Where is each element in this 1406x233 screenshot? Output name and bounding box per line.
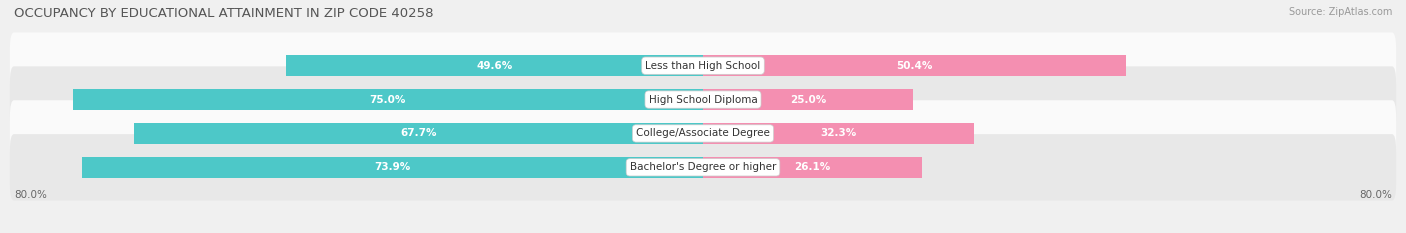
Bar — [703, 89, 912, 110]
Text: High School Diploma: High School Diploma — [648, 95, 758, 105]
Bar — [287, 55, 703, 76]
Text: 25.0%: 25.0% — [790, 95, 827, 105]
Text: 75.0%: 75.0% — [370, 95, 406, 105]
Bar — [73, 89, 703, 110]
Text: 80.0%: 80.0% — [1360, 190, 1392, 200]
Bar — [703, 123, 974, 144]
FancyBboxPatch shape — [10, 134, 1396, 201]
Bar — [82, 157, 703, 178]
Bar — [703, 157, 922, 178]
Text: College/Associate Degree: College/Associate Degree — [636, 128, 770, 138]
Text: 80.0%: 80.0% — [14, 190, 46, 200]
Bar — [134, 123, 703, 144]
FancyBboxPatch shape — [10, 32, 1396, 99]
Text: 73.9%: 73.9% — [374, 162, 411, 172]
Text: 32.3%: 32.3% — [821, 128, 856, 138]
Text: 50.4%: 50.4% — [897, 61, 934, 71]
Bar — [703, 55, 1126, 76]
Text: 67.7%: 67.7% — [401, 128, 437, 138]
Text: 49.6%: 49.6% — [477, 61, 513, 71]
Text: Source: ZipAtlas.com: Source: ZipAtlas.com — [1288, 7, 1392, 17]
Text: Less than High School: Less than High School — [645, 61, 761, 71]
Text: 26.1%: 26.1% — [794, 162, 831, 172]
Text: Bachelor's Degree or higher: Bachelor's Degree or higher — [630, 162, 776, 172]
FancyBboxPatch shape — [10, 66, 1396, 133]
Text: OCCUPANCY BY EDUCATIONAL ATTAINMENT IN ZIP CODE 40258: OCCUPANCY BY EDUCATIONAL ATTAINMENT IN Z… — [14, 7, 433, 20]
FancyBboxPatch shape — [10, 100, 1396, 167]
